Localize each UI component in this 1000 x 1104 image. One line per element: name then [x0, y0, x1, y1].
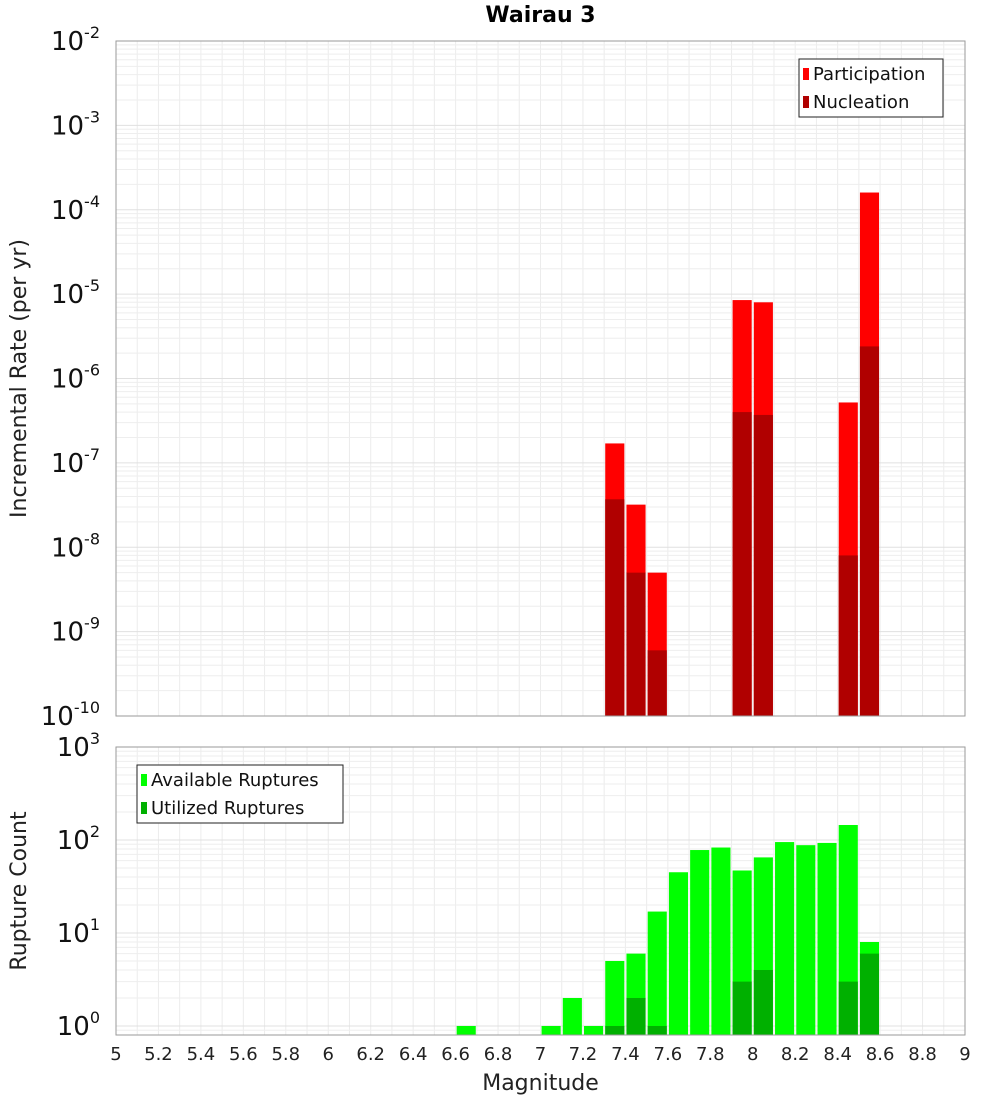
y-tick-label: 10-2 [51, 23, 100, 57]
legend-box [136, 764, 344, 824]
legend: Available Ruptures Utilized Ruptures [136, 764, 344, 824]
y-axis-label: Rupture Count [7, 811, 32, 971]
bar-available-ruptures [584, 1025, 604, 1035]
legend-label: Nucleation [813, 92, 909, 113]
bar-utilized-ruptures [605, 1025, 625, 1035]
x-tick-label: 8.8 [908, 1044, 937, 1065]
bar-nucleation [647, 650, 667, 716]
bar-available-ruptures [605, 960, 625, 1035]
bar-utilized-ruptures [626, 997, 646, 1035]
x-tick-label: 9 [959, 1044, 970, 1065]
x-tick-label: 6.4 [399, 1044, 428, 1065]
bar-available-ruptures [817, 842, 837, 1035]
x-tick-label: 7 [535, 1044, 546, 1065]
bar-available-ruptures [690, 850, 710, 1035]
x-tick-label: 7.2 [569, 1044, 598, 1065]
legend-label: Participation [813, 64, 925, 85]
plot-frame [115, 746, 966, 1036]
bar-utilized-ruptures [859, 953, 880, 1035]
legend-swatch [803, 68, 809, 80]
x-tick-label: 5.2 [144, 1044, 173, 1065]
y-tick-label: 101 [57, 915, 100, 949]
bar-utilized-ruptures [732, 981, 752, 1035]
legend-swatch [141, 774, 147, 786]
bar-available-ruptures [647, 911, 667, 1035]
bar-available-ruptures [775, 842, 795, 1035]
x-tick-label: 7.8 [696, 1044, 725, 1065]
bar-available-ruptures [668, 872, 689, 1035]
bar-nucleation [605, 499, 625, 716]
x-tick-label: 7.4 [611, 1044, 640, 1065]
bar-available-ruptures [562, 997, 582, 1035]
y-tick-label: 10-5 [51, 276, 100, 310]
legend-label: Available Ruptures [151, 770, 319, 791]
y-tick-label: 103 [57, 729, 100, 763]
bar-utilized-ruptures [647, 1025, 667, 1035]
x-tick-label: 6.2 [356, 1044, 385, 1065]
y-tick-label: 10-6 [51, 361, 100, 395]
bar-available-ruptures [456, 1025, 476, 1035]
y-tick-label: 10-7 [51, 445, 100, 479]
bar-utilized-ruptures [838, 981, 858, 1035]
x-tick-label: 8.6 [866, 1044, 895, 1065]
y-tick-label: 10-4 [51, 192, 100, 226]
plot-frame [115, 40, 966, 717]
x-tick-label: 8.4 [823, 1044, 852, 1065]
y-tick-label: 100 [57, 1008, 100, 1042]
x-tick-label: 5.6 [229, 1044, 258, 1065]
x-tick-label: 6 [323, 1044, 334, 1065]
x-tick-label: 5.4 [187, 1044, 216, 1065]
chart-panel-0: 10-10 10-9 10-8 10-7 10-6 10-5 10-4 10-3 10-2 Inc… [7, 3, 966, 732]
y-tick-label: 10-8 [51, 529, 100, 563]
legend-swatch [141, 802, 147, 814]
x-tick-label: 6.6 [441, 1044, 470, 1065]
bar-available-ruptures [541, 1025, 561, 1035]
x-tick-label: 6.8 [484, 1044, 513, 1065]
legend-label: Utilized Ruptures [151, 798, 304, 819]
x-tick-label: 8 [747, 1044, 758, 1065]
x-tick-label: 5 [110, 1044, 121, 1065]
bar-nucleation [859, 346, 880, 716]
y-axis-label: Incremental Rate (per yr) [7, 239, 32, 518]
bar-nucleation [626, 572, 646, 716]
y-tick-label: 102 [57, 822, 100, 856]
x-tick-label: 7.6 [654, 1044, 683, 1065]
y-tick-label: 10-3 [51, 107, 100, 141]
legend-swatch [803, 96, 809, 108]
y-tick-label: 10-9 [51, 614, 100, 648]
bar-available-ruptures [796, 845, 816, 1035]
x-tick-label: 5.8 [271, 1044, 300, 1065]
legend: Participation Nucleation [798, 58, 944, 118]
bar-nucleation [753, 414, 773, 716]
bar-nucleation [732, 412, 752, 716]
x-axis-label: Magnitude [482, 1071, 599, 1096]
bar-available-ruptures [711, 847, 731, 1035]
x-tick-label: 8.2 [781, 1044, 810, 1065]
chart-panel-1: 100 101 102 103 Rupture Count 5 5.2 5.4 5.6 5.8 6 6… [7, 729, 971, 1096]
bar-nucleation [838, 555, 858, 716]
legend-box [798, 58, 944, 118]
chart-title: Wairau 3 [485, 3, 595, 28]
y-tick-label: 10-10 [41, 698, 100, 732]
bar-utilized-ruptures [753, 969, 773, 1035]
